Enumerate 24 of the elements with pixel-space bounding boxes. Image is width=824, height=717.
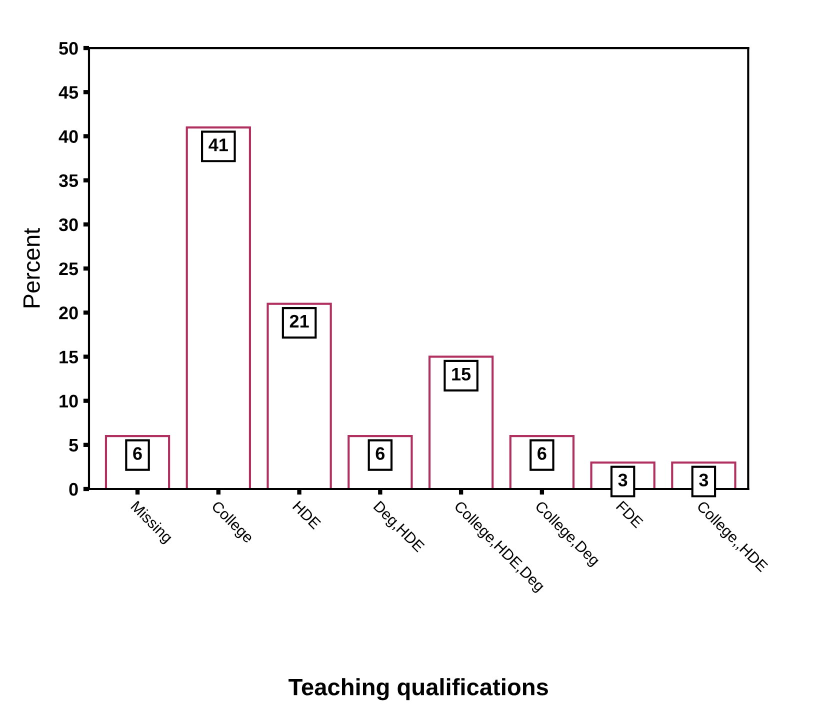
y-tick-label: 5 xyxy=(69,439,78,452)
data-label: 21 xyxy=(290,314,309,328)
y-tick-label: 15 xyxy=(60,350,78,364)
y-tick-label: 0 xyxy=(69,482,78,496)
data-label: 6 xyxy=(538,447,546,460)
y-tick-label: 20 xyxy=(59,306,78,320)
y-tick-label: 50 xyxy=(59,42,78,55)
y-axis-title: Percent xyxy=(23,228,40,308)
y-tick-label: 10 xyxy=(60,394,78,408)
bar xyxy=(428,356,494,489)
y-tick-label: 35 xyxy=(58,174,78,188)
data-label: 3 xyxy=(618,474,628,486)
data-label: 3 xyxy=(699,474,708,486)
bar xyxy=(186,126,251,489)
y-tick-label: 45 xyxy=(58,86,78,99)
data-label: 41 xyxy=(208,138,228,152)
y-tick-label: 40 xyxy=(58,130,78,143)
data-label: 6 xyxy=(133,447,142,460)
y-tick-label: 25 xyxy=(59,262,78,276)
data-label: 6 xyxy=(376,447,385,460)
x-axis-title: Teaching qualifications xyxy=(288,678,548,700)
data-label: 15 xyxy=(452,368,471,381)
bar xyxy=(266,302,332,489)
y-tick-label: 30 xyxy=(58,218,78,232)
